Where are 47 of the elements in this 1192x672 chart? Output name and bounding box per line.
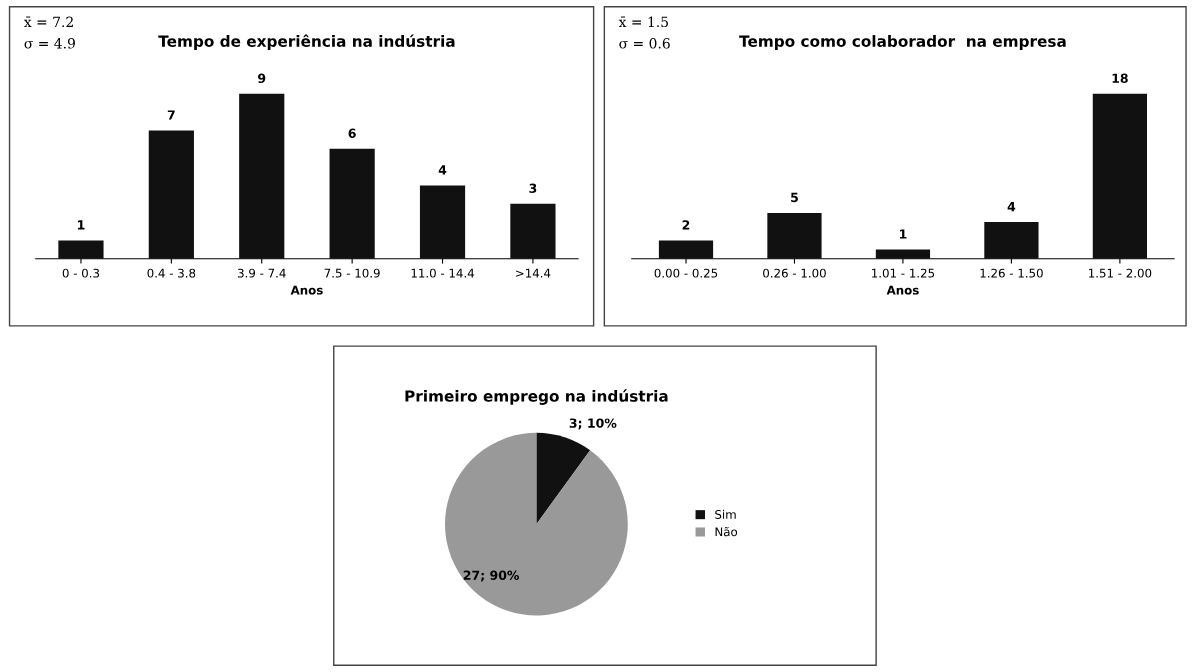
bar: [329, 148, 375, 259]
text: x̄ = 7.2: [24, 16, 73, 28]
pie-slice: [536, 432, 591, 525]
data-label: 1: [78, 220, 85, 230]
data-label: 4: [438, 165, 447, 175]
x-tick-label: 1.01 - 1.25: [872, 268, 935, 278]
x-tick-label: 1.51 - 2.00: [1089, 268, 1152, 278]
data-label: 1: [900, 229, 907, 239]
chart-title: Tempo de experiência na indústria: [158, 34, 455, 50]
x-tick-label: 0.4 - 3.8: [147, 268, 196, 278]
data-label: 3: [529, 183, 537, 193]
x-tick-label: 0 - 0.3: [62, 268, 100, 278]
x-tick-label: 11.0 - 14.4: [411, 268, 475, 278]
legend-label: Não: [715, 526, 738, 537]
x-tick-label: 3.9 - 7.4: [237, 268, 286, 278]
bar: [984, 222, 1039, 259]
bar: [58, 240, 104, 259]
chart-title: Primeiro emprego na indústria: [405, 389, 668, 405]
bar: [419, 185, 466, 259]
text: x̄ = 1.5: [618, 16, 668, 28]
data-label: 18: [1112, 73, 1128, 84]
x-tick-label: >14.4: [516, 268, 551, 278]
bar: [767, 212, 822, 259]
data-label: 9: [258, 73, 266, 84]
bar: [658, 240, 714, 259]
x-tick-label: 7.5 - 10.9: [324, 268, 380, 278]
text: σ = 4.9: [24, 38, 75, 49]
pie-slice: [445, 432, 628, 616]
chart-title: Tempo como colaborador na empresa: [739, 35, 1066, 50]
x-axis-title: Anos: [886, 285, 919, 295]
legend-label: Sim: [715, 509, 736, 519]
data-label: 5: [791, 192, 798, 203]
bar: [148, 130, 194, 259]
x-tick-label: 1.26 - 1.50: [980, 268, 1043, 278]
text: σ = 0.6: [619, 38, 670, 49]
x-tick-label: 0.26 - 1.00: [763, 268, 826, 278]
bar: [1092, 93, 1147, 259]
x-tick-label: 0.00 - 0.25: [654, 268, 718, 278]
bar: [510, 203, 556, 259]
data-label: 7: [167, 110, 175, 120]
data-label: 6: [348, 128, 356, 138]
data-label: 4: [1007, 202, 1016, 212]
data-label: 3; 10%: [569, 418, 617, 430]
data-label: 27; 90%: [463, 570, 520, 582]
bar: [239, 93, 285, 259]
x-axis-title: Anos: [290, 285, 323, 295]
data-label: 2: [682, 220, 690, 230]
